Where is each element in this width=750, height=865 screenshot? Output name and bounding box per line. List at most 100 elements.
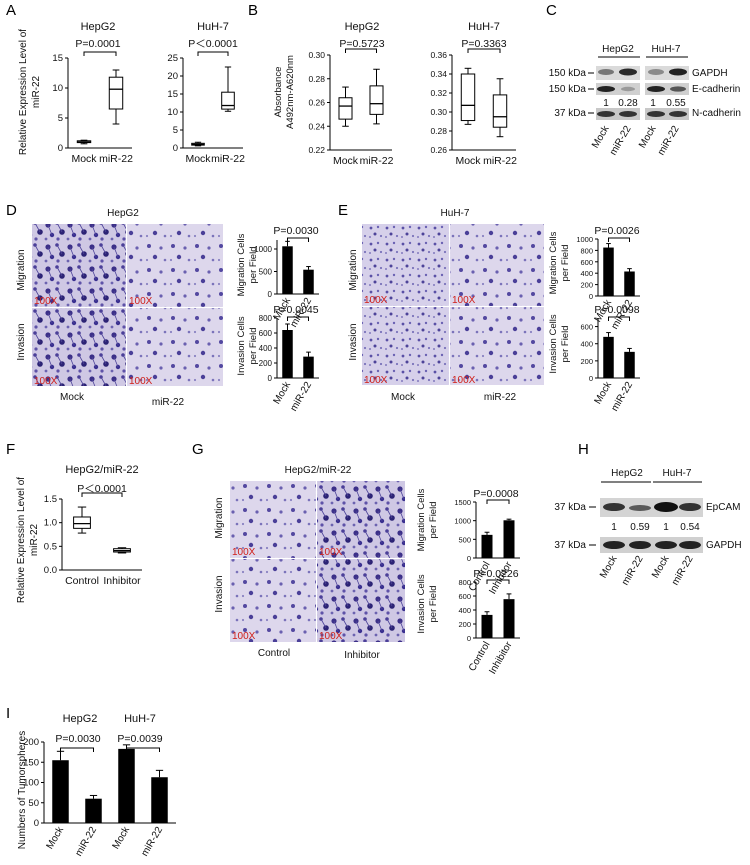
d-pvalue-bot: P=0.0045 <box>273 304 318 316</box>
h-protein-epcam: EpCAM <box>706 502 740 513</box>
c-marker-2: 150 kDa <box>549 84 587 95</box>
h-lane-4: miR-22 <box>670 554 696 588</box>
g-mag-3: 100X <box>232 631 256 642</box>
panel-letter-e: E <box>338 202 348 219</box>
g1-y-tick-label: 500 <box>458 535 471 544</box>
panel-letter-g: G <box>192 441 204 458</box>
panel-letter-h: H <box>578 441 589 458</box>
i-pvalue-1: P=0.0030 <box>55 733 100 745</box>
e2-bar <box>603 336 614 378</box>
a2-y-tick-label: 0 <box>173 143 178 154</box>
d1-y-tick-label: 1000 <box>254 245 272 254</box>
f-y-tick-label: 0.0 <box>44 565 57 576</box>
b1-x-label: Mock <box>333 155 359 167</box>
i-x-label: miR-22 <box>139 825 165 859</box>
g-ylabel-bot-sub: per Field <box>428 586 439 623</box>
a2-y-tick-label: 25 <box>167 53 178 64</box>
e2-x-label: miR-22 <box>609 380 635 414</box>
b2-y-tick-label: 0.36 <box>430 50 447 60</box>
c-protein-ncadherin: N-cadherin <box>692 108 741 119</box>
f-y-tick-label: 0.5 <box>44 541 57 552</box>
i-y-tick-label: 150 <box>23 757 39 768</box>
a2-y-tick-label: 15 <box>167 89 178 100</box>
g1-y-tick-label: 0 <box>467 554 471 563</box>
g-row-invasion: Invasion <box>214 575 225 612</box>
e-row-invasion: Invasion <box>348 323 359 360</box>
e-ylabel-top: Migration Cells <box>548 231 559 294</box>
b2-y-tick-label: 0.32 <box>430 88 447 98</box>
b1-y-tick-label: 0.30 <box>308 50 325 60</box>
c-blot-image <box>596 66 689 120</box>
f-x-label: Inhibitor <box>103 575 141 587</box>
b1-y-tick-label: 0.26 <box>308 98 325 108</box>
f-box <box>73 516 91 529</box>
b2-x-label: miR-22 <box>483 155 517 167</box>
d2-y-tick-label: 0 <box>268 374 273 383</box>
i-y-tick-label: 0 <box>34 818 39 829</box>
g-pvalue-bot: P=0.0226 <box>473 568 518 580</box>
i-bar <box>151 777 168 823</box>
e1-y-tick-label: 200 <box>580 281 593 290</box>
a1-y-tick-label: 15 <box>52 53 63 64</box>
h-blot-image <box>600 498 703 553</box>
g2-bar <box>481 614 493 638</box>
c-lane-3: Mock <box>637 123 659 150</box>
h-marker-1: 37 kDa <box>554 502 586 513</box>
a-ylabel-line1: Relative Expression Level of <box>18 29 29 155</box>
i-x-label: Mock <box>111 824 133 851</box>
b-ylabel-line2: A492nm-A620nm <box>285 55 296 129</box>
g1-bar <box>481 534 493 558</box>
g-mag-1: 100X <box>232 547 256 558</box>
h-lane-2: miR-22 <box>620 554 646 588</box>
g2-y-tick-label: 800 <box>458 578 471 587</box>
e2-y-tick-label: 600 <box>580 323 593 332</box>
g-mag-2: 100X <box>319 547 343 558</box>
a1-y-tick-label: 5 <box>58 113 63 124</box>
d2-y-tick-label: 400 <box>259 344 273 353</box>
c-ratio-2: 0.28 <box>618 98 638 109</box>
f-sig-bracket <box>81 492 123 497</box>
g2-y-tick-label: 200 <box>458 620 471 629</box>
b2-sig-bracket <box>467 48 501 53</box>
b1-y-tick-label: 0.24 <box>308 121 325 131</box>
a2-pvalue: P＜0.0001 <box>188 38 238 50</box>
g-ylabel-bot: Invasion Cells <box>416 574 427 633</box>
a1-pvalue: P=0.0001 <box>75 38 120 50</box>
e-ylabel-top-sub: per Field <box>560 245 571 282</box>
e1-bar <box>603 247 614 296</box>
e-col-mir22: miR-22 <box>484 392 517 403</box>
a2-y-tick-label: 5 <box>173 125 178 136</box>
i-y-tick-label: 200 <box>23 737 39 748</box>
d-mag-1: 100X <box>34 296 58 307</box>
h-ratio-2: 0.59 <box>630 522 650 533</box>
a2-title: HuH-7 <box>197 21 229 33</box>
e-pvalue-top: P=0.0026 <box>594 225 639 237</box>
e2-y-tick-label: 0 <box>589 374 593 383</box>
chart-a-hepg2: 0 5 10 15 Mock miR-22 <box>52 51 133 165</box>
b-ylabel-line1: Absorbance <box>273 67 284 118</box>
a1-box <box>108 76 124 110</box>
e1-bar <box>624 271 635 296</box>
i-bar <box>85 798 102 823</box>
f-title: HepG2/miR-22 <box>65 464 138 476</box>
i-group-huh7: HuH-7 <box>124 713 156 725</box>
e1-y-tick-label: 400 <box>580 269 593 278</box>
f-ylabel-line2: miR-22 <box>29 523 40 556</box>
e1-y-tick-label: 1000 <box>576 235 593 244</box>
panel-letter-d: D <box>6 202 17 219</box>
d2-bar <box>282 330 293 378</box>
g-col-control: Control <box>258 648 290 659</box>
d2-x-label: miR-22 <box>288 380 314 414</box>
d-mag-2: 100X <box>129 296 153 307</box>
b1-title: HepG2 <box>345 21 380 33</box>
b2-y-tick-label: 0.28 <box>430 126 447 136</box>
chart-f: 0.0 0.5 1.0 1.5 Control Inhibitor <box>44 492 142 587</box>
b1-pvalue: P=0.5723 <box>339 38 384 50</box>
e-ylabel-bot: Invasion Cells <box>548 314 559 373</box>
c-lane-1: Mock <box>590 123 612 150</box>
e-title: HuH-7 <box>441 208 470 219</box>
g-pvalue-top: P=0.0008 <box>473 488 518 500</box>
panel-letter-b: B <box>248 2 258 19</box>
c-group-hepg2: HepG2 <box>602 44 634 55</box>
d-row-migration: Migration <box>16 249 27 290</box>
